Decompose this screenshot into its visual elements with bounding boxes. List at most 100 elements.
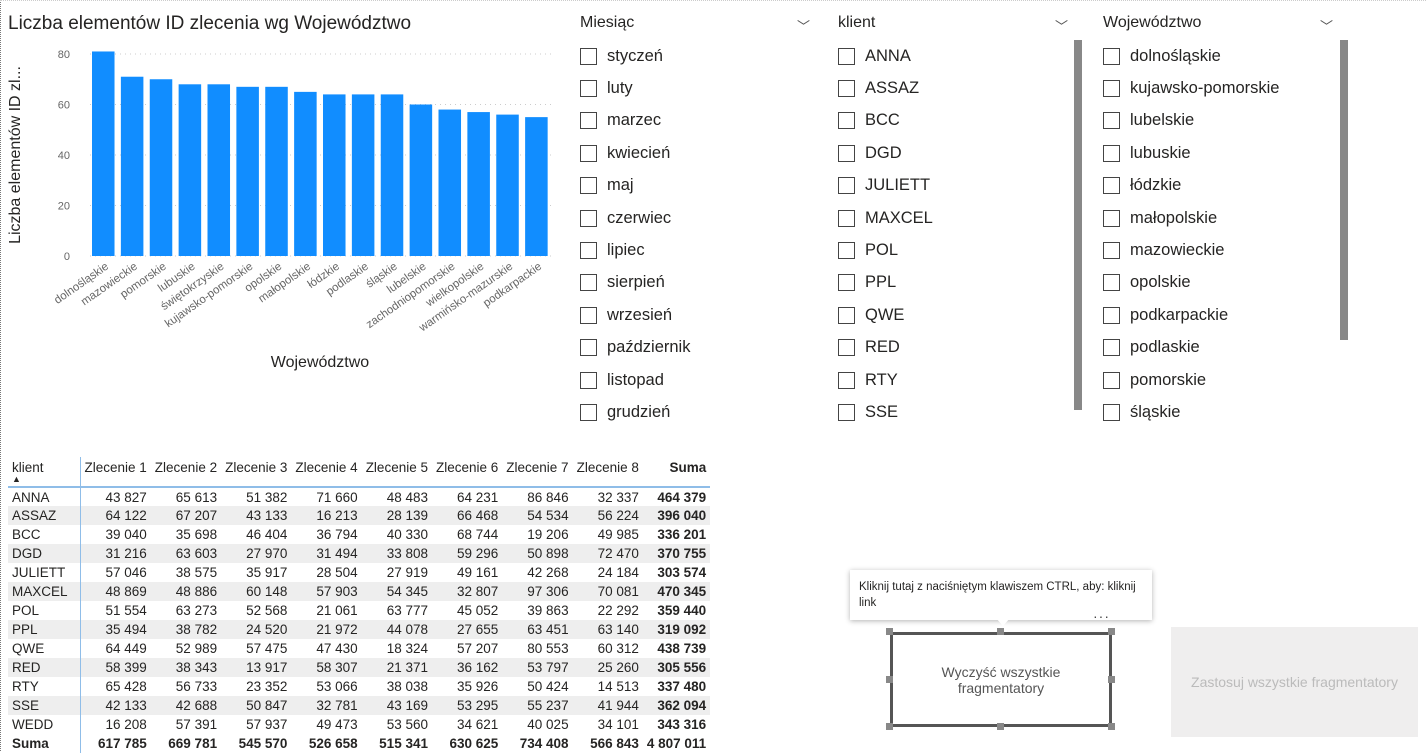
checkbox[interactable] bbox=[838, 47, 855, 65]
slicer-item[interactable]: podkarpackie bbox=[1103, 299, 1333, 331]
checkbox[interactable] bbox=[1103, 112, 1120, 130]
bar[interactable] bbox=[120, 76, 144, 256]
slicer-item[interactable]: QWE bbox=[838, 299, 1068, 331]
checkbox[interactable] bbox=[580, 371, 597, 389]
resize-handle[interactable] bbox=[1108, 628, 1115, 635]
column-header[interactable]: Zlecenie 7 bbox=[502, 457, 573, 488]
column-header[interactable]: Zlecenie 6 bbox=[431, 457, 503, 488]
sort-ascending-icon[interactable]: ▲ bbox=[12, 474, 21, 484]
slicer-item[interactable]: lipiec bbox=[580, 234, 810, 266]
checkbox[interactable] bbox=[1103, 403, 1120, 421]
checkbox[interactable] bbox=[838, 112, 855, 130]
checkbox[interactable] bbox=[580, 209, 597, 227]
slicer-item[interactable]: SSE bbox=[838, 396, 1068, 428]
slicer-item[interactable]: czerwiec bbox=[580, 202, 810, 234]
slicer-item[interactable]: JULIETT bbox=[838, 170, 1068, 202]
bar[interactable] bbox=[323, 94, 346, 257]
column-header[interactable]: Zlecenie 1 bbox=[80, 457, 151, 488]
checkbox[interactable] bbox=[838, 144, 855, 162]
checkbox[interactable] bbox=[580, 144, 597, 162]
checkbox[interactable] bbox=[580, 47, 597, 65]
column-header[interactable]: Zlecenie 4 bbox=[291, 457, 362, 488]
bar[interactable] bbox=[178, 84, 202, 256]
slicer-item[interactable]: kujawsko-pomorskie bbox=[1103, 72, 1333, 104]
checkbox[interactable] bbox=[580, 274, 597, 292]
resize-handle[interactable] bbox=[1108, 676, 1115, 683]
checkbox[interactable] bbox=[580, 177, 597, 195]
resize-handle[interactable] bbox=[997, 723, 1004, 730]
checkbox[interactable] bbox=[1103, 371, 1120, 389]
column-header[interactable]: Zlecenie 3 bbox=[221, 457, 292, 488]
checkbox[interactable] bbox=[1103, 144, 1120, 162]
column-header[interactable]: Zlecenie 5 bbox=[361, 457, 432, 488]
slicer-item[interactable]: październik bbox=[580, 332, 810, 364]
slicer-item[interactable]: małopolskie bbox=[1103, 202, 1333, 234]
checkbox[interactable] bbox=[1103, 209, 1120, 227]
bar[interactable] bbox=[380, 94, 404, 257]
checkbox[interactable] bbox=[838, 274, 855, 292]
bar[interactable] bbox=[207, 84, 231, 256]
slicer-item[interactable]: łódzkie bbox=[1103, 170, 1333, 202]
checkbox[interactable] bbox=[1103, 306, 1120, 324]
slicer-item[interactable]: lubelskie bbox=[1103, 105, 1333, 137]
checkbox[interactable] bbox=[838, 209, 855, 227]
checkbox[interactable] bbox=[838, 306, 855, 324]
slicer-item[interactable]: ASSAZ bbox=[838, 72, 1068, 104]
column-header[interactable]: Suma bbox=[642, 457, 711, 488]
chevron-down-icon[interactable]: ﹀ bbox=[1054, 19, 1068, 34]
slicer-item[interactable]: dolnośląskie bbox=[1103, 40, 1333, 72]
checkbox[interactable] bbox=[1103, 47, 1120, 65]
slicer-item[interactable]: podlaskie bbox=[1103, 332, 1333, 364]
slicer-item[interactable]: maj bbox=[580, 170, 810, 202]
slicer-item[interactable]: POL bbox=[838, 234, 1068, 266]
checkbox[interactable] bbox=[1103, 177, 1120, 195]
slicer-item[interactable]: kwiecień bbox=[580, 137, 810, 169]
resize-handle[interactable] bbox=[1108, 723, 1115, 730]
chevron-down-icon[interactable]: ﹀ bbox=[1319, 19, 1333, 34]
checkbox[interactable] bbox=[1103, 80, 1120, 98]
slicer-item[interactable]: mazowieckie bbox=[1103, 234, 1333, 266]
column-header-klient[interactable]: klient ▲ bbox=[8, 457, 81, 488]
column-header[interactable]: Zlecenie 2 bbox=[150, 457, 222, 488]
bar[interactable] bbox=[265, 86, 288, 256]
resize-handle[interactable] bbox=[997, 628, 1004, 635]
bar[interactable] bbox=[438, 109, 462, 256]
slicer-item[interactable]: PPL bbox=[838, 267, 1068, 299]
resize-handle[interactable] bbox=[886, 723, 893, 730]
checkbox[interactable] bbox=[838, 371, 855, 389]
slicer-item[interactable]: RTY bbox=[838, 364, 1068, 396]
checkbox[interactable] bbox=[838, 339, 855, 357]
checkbox[interactable] bbox=[838, 403, 855, 421]
slicer-item[interactable]: lubuskie bbox=[1103, 137, 1333, 169]
resize-handle[interactable] bbox=[886, 676, 893, 683]
bar[interactable] bbox=[92, 51, 115, 256]
clear-all-slicers-button[interactable]: Wyczyść wszystkie fragmentatory bbox=[890, 632, 1112, 727]
checkbox[interactable] bbox=[1103, 339, 1120, 357]
slicer-item[interactable]: sierpień bbox=[580, 267, 810, 299]
bar[interactable] bbox=[525, 117, 548, 256]
bar[interactable] bbox=[236, 86, 259, 256]
slicer-item[interactable]: pomorskie bbox=[1103, 364, 1333, 396]
checkbox[interactable] bbox=[838, 242, 855, 260]
bar[interactable] bbox=[467, 112, 490, 256]
slicer-item[interactable]: grudzień bbox=[580, 396, 810, 428]
slicer-item[interactable]: wrzesień bbox=[580, 299, 810, 331]
resize-handle[interactable] bbox=[886, 628, 893, 635]
slicer-item[interactable]: styczeń bbox=[580, 40, 810, 72]
slicer-item[interactable]: MAXCEL bbox=[838, 202, 1068, 234]
slicer-item[interactable]: ANNA bbox=[838, 40, 1068, 72]
bar[interactable] bbox=[496, 114, 519, 256]
checkbox[interactable] bbox=[580, 403, 597, 421]
apply-all-slicers-button[interactable]: Zastosuj wszystkie fragmentatory bbox=[1171, 627, 1418, 737]
bar[interactable] bbox=[351, 94, 375, 257]
klient-slicer-scrollbar[interactable] bbox=[1074, 40, 1082, 410]
bar[interactable] bbox=[409, 104, 433, 257]
checkbox[interactable] bbox=[1103, 242, 1120, 260]
slicer-item[interactable]: DGD bbox=[838, 137, 1068, 169]
slicer-item[interactable]: RED bbox=[838, 332, 1068, 364]
slicer-item[interactable]: marzec bbox=[580, 105, 810, 137]
slicer-item[interactable]: BCC bbox=[838, 105, 1068, 137]
bar[interactable] bbox=[294, 91, 317, 256]
wojewodztwo-slicer-scrollbar[interactable] bbox=[1340, 40, 1348, 340]
chevron-down-icon[interactable]: ﹀ bbox=[796, 19, 810, 34]
